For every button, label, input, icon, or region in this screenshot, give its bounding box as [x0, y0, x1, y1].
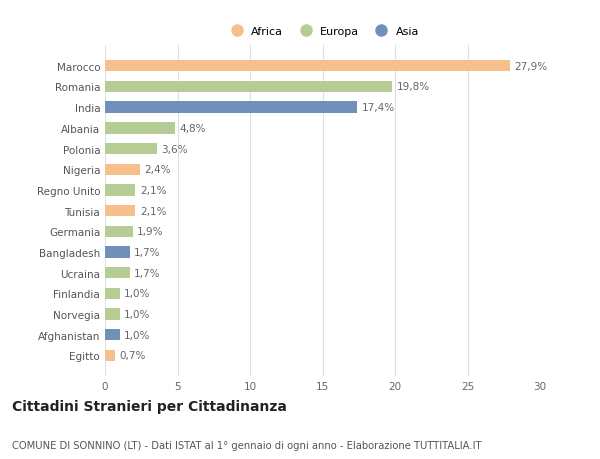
Bar [105, 164, 140, 175]
Text: 2,4%: 2,4% [144, 165, 170, 175]
Text: Cittadini Stranieri per Cittadinanza: Cittadini Stranieri per Cittadinanza [12, 399, 287, 413]
Bar [105, 82, 392, 93]
Text: 17,4%: 17,4% [362, 103, 395, 113]
Bar [105, 206, 136, 217]
Text: 1,0%: 1,0% [124, 289, 150, 299]
Bar [105, 61, 509, 72]
Bar [105, 268, 130, 279]
Text: 2,1%: 2,1% [140, 206, 166, 216]
Text: 1,7%: 1,7% [134, 247, 161, 257]
Text: 1,7%: 1,7% [134, 268, 161, 278]
Text: 3,6%: 3,6% [161, 144, 188, 154]
Text: 2,1%: 2,1% [140, 185, 166, 196]
Bar [105, 247, 130, 258]
Text: 1,9%: 1,9% [137, 227, 163, 237]
Bar [105, 226, 133, 237]
Text: 4,8%: 4,8% [179, 123, 205, 134]
Bar [105, 330, 119, 341]
Bar [105, 144, 157, 155]
Text: 1,0%: 1,0% [124, 309, 150, 319]
Text: 1,0%: 1,0% [124, 330, 150, 340]
Text: 19,8%: 19,8% [397, 82, 430, 92]
Text: COMUNE DI SONNINO (LT) - Dati ISTAT al 1° gennaio di ogni anno - Elaborazione TU: COMUNE DI SONNINO (LT) - Dati ISTAT al 1… [12, 440, 482, 450]
Text: 27,9%: 27,9% [514, 62, 547, 72]
Legend: Africa, Europa, Asia: Africa, Europa, Asia [226, 27, 419, 37]
Bar [105, 102, 358, 113]
Bar [105, 350, 115, 361]
Bar [105, 123, 175, 134]
Text: 0,7%: 0,7% [119, 351, 146, 361]
Bar [105, 309, 119, 320]
Bar [105, 185, 136, 196]
Bar [105, 288, 119, 299]
